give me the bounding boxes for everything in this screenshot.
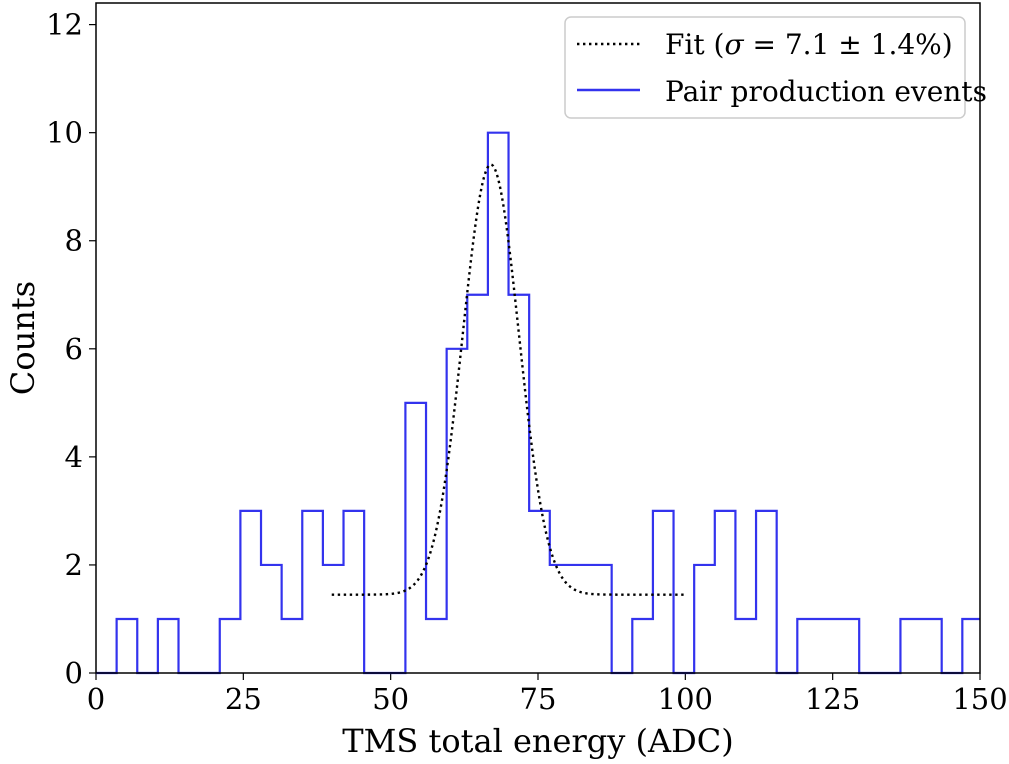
y-tick-label: 6: [65, 332, 83, 366]
x-tick-label: 125: [805, 682, 860, 716]
y-tick-label: 8: [65, 224, 83, 258]
x-tick-label: 0: [87, 682, 105, 716]
legend-fit-label: Fit (σ = 7.1 ± 1.4%): [665, 28, 953, 61]
gaussian-fit-curve: [331, 163, 686, 596]
y-tick-label: 10: [46, 116, 83, 150]
x-tick-label: 75: [520, 682, 557, 716]
x-tick-label: 100: [658, 682, 713, 716]
legend-data-label: Pair production events: [665, 75, 987, 108]
pair-production-step-line: [96, 131, 980, 675]
y-tick-label: 2: [65, 548, 83, 582]
x-tick-label: 25: [225, 682, 262, 716]
series-layer: [96, 131, 980, 675]
plot-frame: [95, 2, 981, 674]
legend: Fit (σ = 7.1 ± 1.4%) Pair production eve…: [564, 16, 987, 119]
y-tick-label: 0: [65, 656, 83, 690]
x-tick-label: 50: [372, 682, 409, 716]
x-axis-label: TMS total energy (ADC): [342, 722, 733, 760]
y-tick-label: 4: [65, 440, 83, 474]
axis-ticks: 0 25 50 75 100 125 150 0 2 4 6 8 10 12: [46, 8, 1008, 716]
y-axis-label: Counts: [4, 281, 42, 395]
y-tick-label: 12: [46, 8, 83, 42]
x-tick-label: 150: [952, 682, 1007, 716]
legend-box: [564, 16, 966, 119]
